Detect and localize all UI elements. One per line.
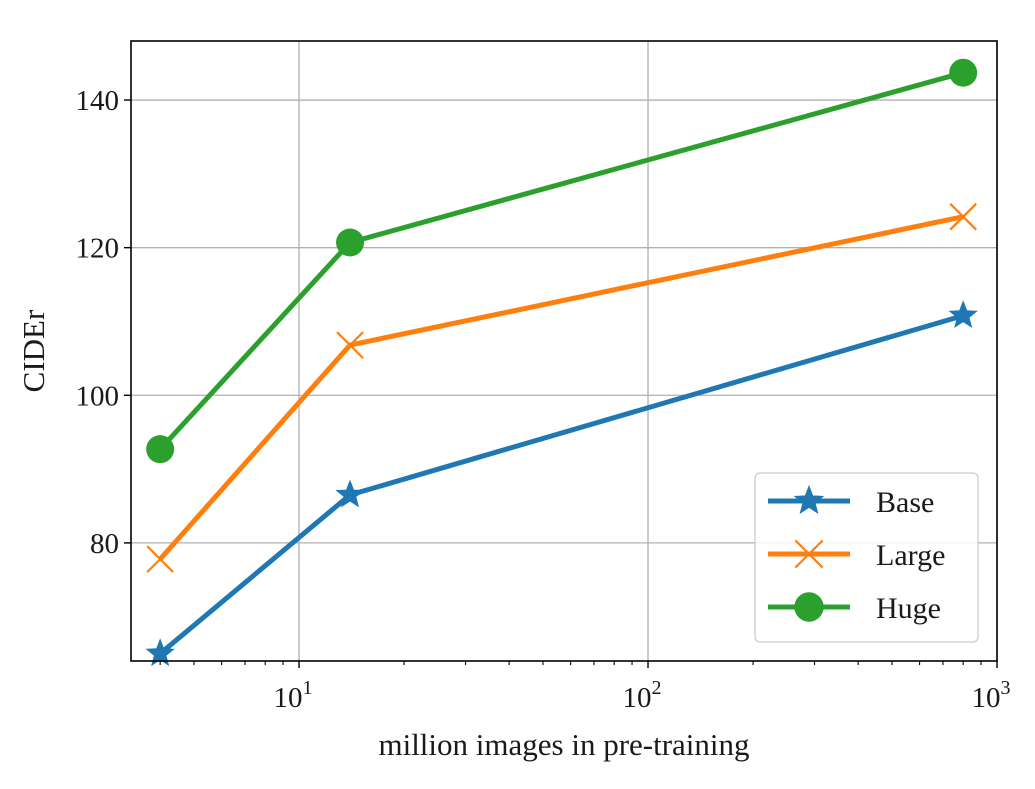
- data-point-large: [949, 202, 977, 231]
- legend-item-large: Large: [768, 539, 945, 572]
- legend-marker: [794, 539, 824, 569]
- legend-item-base: Base: [768, 484, 934, 519]
- axis-ticks: 80 100 120 140 101 102 103: [76, 85, 1011, 714]
- data-point-base: [948, 300, 978, 329]
- y-tick-label: 140: [76, 85, 120, 117]
- data-point-base: [335, 479, 365, 508]
- legend-label: Large: [876, 539, 945, 572]
- x-axis-label: million images in pre-training: [378, 727, 749, 762]
- plot-frame: [130, 40, 998, 662]
- legend-label: Base: [876, 486, 934, 519]
- x-tick-label: 103: [972, 677, 1011, 714]
- legend-marker: [794, 592, 824, 622]
- series-group: [145, 58, 978, 667]
- marker-stroke: [949, 202, 977, 231]
- x-tick-label: 102: [623, 677, 662, 714]
- data-point-large: [146, 545, 174, 573]
- legend: Base Large Huge: [754, 472, 979, 643]
- data-point-large: [336, 331, 364, 359]
- marker-stroke: [794, 539, 824, 569]
- series-line-huge: [158, 70, 964, 451]
- data-point-base: [145, 638, 175, 667]
- legend-item-huge: Huge: [768, 592, 941, 625]
- data-point-huge: [949, 58, 978, 87]
- y-tick-label: 80: [90, 528, 119, 560]
- x-tick-label: 101: [274, 677, 313, 714]
- legend-label: Huge: [876, 592, 941, 625]
- y-axis-label: CIDEr: [16, 309, 51, 392]
- y-tick-label: 100: [76, 380, 120, 412]
- marker-stroke: [336, 331, 364, 359]
- y-tick-label: 120: [76, 233, 120, 265]
- marker-stroke: [146, 545, 174, 573]
- data-point-huge: [336, 228, 365, 257]
- legend-marker: [793, 484, 825, 515]
- data-point-huge: [146, 435, 175, 464]
